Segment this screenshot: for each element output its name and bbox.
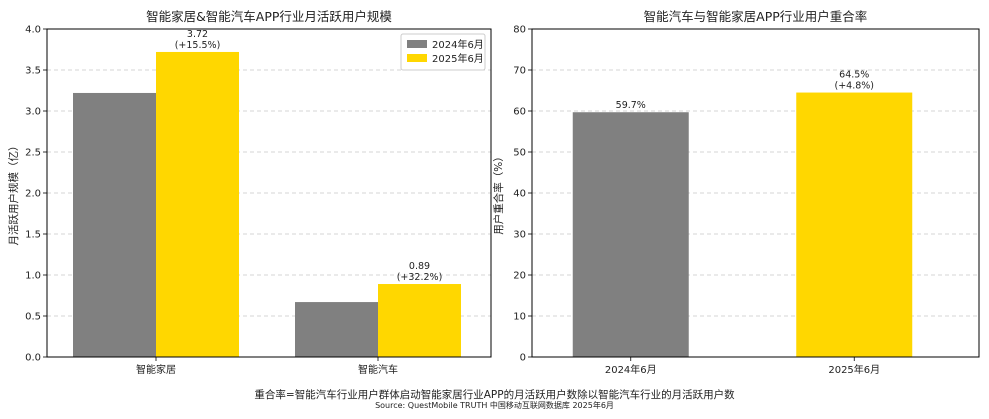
overlap-ytick-label: 80 xyxy=(513,25,526,36)
legend-swatch xyxy=(407,54,427,62)
mau-ylabel: 月活跃用户规模（亿） xyxy=(7,141,20,246)
data-label: 59.7% xyxy=(616,100,646,111)
bar-overlap-1 xyxy=(796,92,913,358)
bar-overlap-0 xyxy=(572,112,689,357)
data-label: 0.89 xyxy=(409,261,430,272)
data-label: (+15.5%) xyxy=(175,40,221,51)
overlap-ytick-label: 30 xyxy=(513,230,526,241)
mau-ytick-label: 2.0 xyxy=(25,189,41,200)
mau-ytick-label: 1.5 xyxy=(25,230,41,241)
overlap-ylabel: 用户重合率（%） xyxy=(492,151,505,234)
bar-mau-0-1 xyxy=(156,51,239,358)
bar-mau-0-0 xyxy=(73,92,156,358)
overlap-ytick-label: 70 xyxy=(513,66,526,77)
data-label: (+4.8%) xyxy=(834,81,874,92)
legend-label: 2024年6月 xyxy=(432,38,484,51)
bar-mau-1-1 xyxy=(378,284,461,357)
overlap-xtick-label: 2024年6月 xyxy=(605,363,657,376)
mau-title: 智能家居&智能汽车APP行业月活跃用户规模 xyxy=(146,9,392,24)
mau-ytick-label: 4.0 xyxy=(25,25,41,36)
source-note: Source: QuestMobile TRUTH 中国移动互联网数据库 202… xyxy=(375,401,614,410)
legend-label: 2025年6月 xyxy=(432,52,484,65)
data-label: 3.72 xyxy=(187,29,208,40)
data-label: 64.5% xyxy=(839,70,869,81)
mau-ytick-label: 3.5 xyxy=(25,66,41,77)
overlap-title: 智能汽车与智能家居APP行业用户重合率 xyxy=(644,9,868,24)
overlap-ytick-label: 20 xyxy=(513,271,526,282)
data-label: (+32.2%) xyxy=(397,272,443,283)
mau-plot-frame xyxy=(46,28,492,358)
overlap-ytick-label: 10 xyxy=(513,312,526,323)
overlap-ytick-label: 60 xyxy=(513,107,526,118)
overlap-ytick-label: 0 xyxy=(520,353,526,364)
overlap-xtick-label: 2025年6月 xyxy=(828,363,880,376)
overlap-plot-frame xyxy=(531,28,980,358)
mau-ytick-label: 3.0 xyxy=(25,107,41,118)
footnote: 重合率=智能汽车行业用户群体启动智能家居行业APP的月活跃用户数除以智能汽车行业… xyxy=(254,389,735,401)
mau-ytick-label: 0.0 xyxy=(25,353,41,364)
legend-swatch xyxy=(407,40,427,48)
mau-xtick-label: 智能汽车 xyxy=(358,363,398,376)
bar-mau-1-0 xyxy=(295,302,378,357)
mau-xtick-label: 智能家居 xyxy=(136,363,176,376)
mau-ytick-label: 1.0 xyxy=(25,271,41,282)
mau-ytick-label: 2.5 xyxy=(25,148,41,159)
overlap-ytick-label: 40 xyxy=(513,189,526,200)
mau-ytick-label: 0.5 xyxy=(25,312,41,323)
overlap-ytick-label: 50 xyxy=(513,148,526,159)
